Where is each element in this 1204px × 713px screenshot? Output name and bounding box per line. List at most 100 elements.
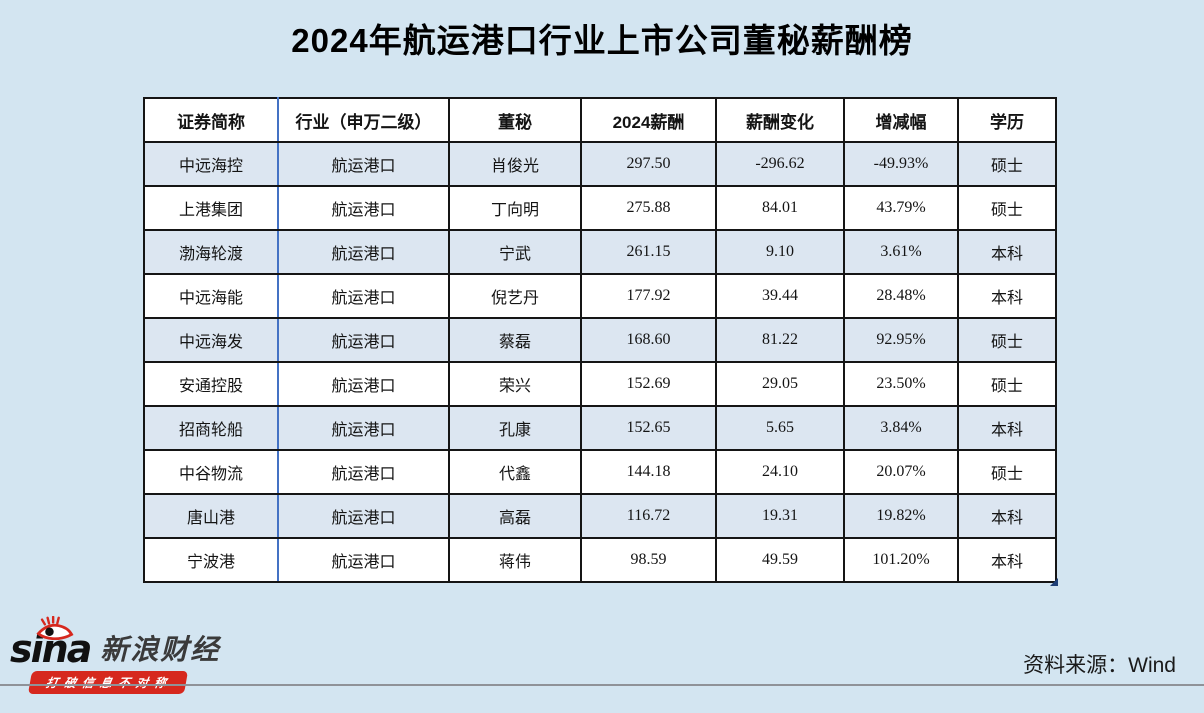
table-cell: 航运港口 xyxy=(277,493,450,539)
table-cell: 安通控股 xyxy=(143,361,279,407)
sina-eye-icon xyxy=(36,616,74,640)
table-cell: 中远海发 xyxy=(143,317,279,363)
table-cell: 航运港口 xyxy=(277,317,450,363)
table-cell: 20.07% xyxy=(843,449,959,495)
table-cell: 275.88 xyxy=(580,185,717,231)
sina-brand-text: 新浪财经 xyxy=(100,635,221,667)
table-cell: 倪艺丹 xyxy=(448,273,582,319)
table-cell: -49.93% xyxy=(843,141,959,187)
table-cell: 49.59 xyxy=(715,537,845,583)
column-header: 学历 xyxy=(957,97,1057,143)
table-cell: -296.62 xyxy=(715,141,845,187)
table-cell: 98.59 xyxy=(580,537,717,583)
table-cell: 航运港口 xyxy=(277,405,450,451)
table-cell: 航运港口 xyxy=(277,141,450,187)
column-header: 董秘 xyxy=(448,97,582,143)
table-cell: 代鑫 xyxy=(448,449,582,495)
sina-wordmark: sina xyxy=(10,616,92,668)
table-row: 招商轮船 航运港口 孔康 152.65 5.65 3.84% 本科 xyxy=(143,405,1057,451)
table-cell: 24.10 xyxy=(715,449,845,495)
table-cell: 116.72 xyxy=(580,493,717,539)
table-row: 渤海轮渡 航运港口 宁武 261.15 9.10 3.61% 本科 xyxy=(143,229,1057,275)
table-cell: 上港集团 xyxy=(143,185,279,231)
table-cell: 宁武 xyxy=(448,229,582,275)
table-cell: 28.48% xyxy=(843,273,959,319)
table-cell: 177.92 xyxy=(580,273,717,319)
table-cell: 孔康 xyxy=(448,405,582,451)
table-cell: 唐山港 xyxy=(143,493,279,539)
resize-handle-icon xyxy=(1050,578,1058,586)
table-row: 安通控股 航运港口 荣兴 152.69 29.05 23.50% 硕士 xyxy=(143,361,1057,407)
table-cell: 硕士 xyxy=(957,141,1057,187)
salary-table: 证券简称 行业（申万二级） 董秘 2024薪酬 薪酬变化 增减幅 学历 中远海控 航运港口 肖俊… xyxy=(143,97,1057,583)
table-cell: 蒋伟 xyxy=(448,537,582,583)
column-header: 行业（申万二级） xyxy=(277,97,450,143)
page-title: 2024年航运港口行业上市公司董秘薪酬榜 xyxy=(291,22,913,59)
table-cell: 3.84% xyxy=(843,405,959,451)
table-cell: 航运港口 xyxy=(277,361,450,407)
table-cell: 高磊 xyxy=(448,493,582,539)
column-header: 证券简称 xyxy=(143,97,279,143)
table-cell: 19.82% xyxy=(843,493,959,539)
table-cell: 招商轮船 xyxy=(143,405,279,451)
table-cell: 168.60 xyxy=(580,317,717,363)
table-cell: 9.10 xyxy=(715,229,845,275)
table-cell: 92.95% xyxy=(843,317,959,363)
table-cell: 本科 xyxy=(957,493,1057,539)
table-cell: 5.65 xyxy=(715,405,845,451)
table-cell: 硕士 xyxy=(957,449,1057,495)
table-cell: 本科 xyxy=(957,273,1057,319)
table-row: 中远海能 航运港口 倪艺丹 177.92 39.44 28.48% 本科 xyxy=(143,273,1057,319)
table-cell: 152.65 xyxy=(580,405,717,451)
table-cell: 43.79% xyxy=(843,185,959,231)
sina-finance-logo: sina 新浪财经 打破信息不对称 xyxy=(10,616,221,694)
table-cell: 航运港口 xyxy=(277,229,450,275)
column-header: 2024薪酬 xyxy=(580,97,717,143)
table-cell: 蔡磊 xyxy=(448,317,582,363)
data-source-note: 资料来源：Wind xyxy=(1023,654,1176,677)
table-cell: 101.20% xyxy=(843,537,959,583)
table-cell: 本科 xyxy=(957,537,1057,583)
table-row: 唐山港 航运港口 高磊 116.72 19.31 19.82% 本科 xyxy=(143,493,1057,539)
table-cell: 29.05 xyxy=(715,361,845,407)
table-cell: 144.18 xyxy=(580,449,717,495)
table-cell: 39.44 xyxy=(715,273,845,319)
table-cell: 硕士 xyxy=(957,317,1057,363)
table-cell: 渤海轮渡 xyxy=(143,229,279,275)
table-cell: 荣兴 xyxy=(448,361,582,407)
table-cell: 84.01 xyxy=(715,185,845,231)
table-row: 宁波港 航运港口 蒋伟 98.59 49.59 101.20% 本科 xyxy=(143,537,1057,583)
table-cell: 23.50% xyxy=(843,361,959,407)
table-row: 中谷物流 航运港口 代鑫 144.18 24.10 20.07% 硕士 xyxy=(143,449,1057,495)
column-header: 增减幅 xyxy=(843,97,959,143)
salary-table-container: 证券简称 行业（申万二级） 董秘 2024薪酬 薪酬变化 增减幅 学历 中远海控 航运港口 肖俊… xyxy=(143,97,1058,586)
table-cell: 航运港口 xyxy=(277,537,450,583)
table-cell: 中谷物流 xyxy=(143,449,279,495)
table-cell: 81.22 xyxy=(715,317,845,363)
table-cell: 152.69 xyxy=(580,361,717,407)
table-row: 上港集团 航运港口 丁向明 275.88 84.01 43.79% 硕士 xyxy=(143,185,1057,231)
table-cell: 中远海控 xyxy=(143,141,279,187)
table-row: 中远海发 航运港口 蔡磊 168.60 81.22 92.95% 硕士 xyxy=(143,317,1057,363)
table-cell: 本科 xyxy=(957,405,1057,451)
table-cell: 宁波港 xyxy=(143,537,279,583)
table-cell: 丁向明 xyxy=(448,185,582,231)
table-cell: 本科 xyxy=(957,229,1057,275)
table-cell: 航运港口 xyxy=(277,185,450,231)
footer-divider-line xyxy=(0,684,1204,686)
table-cell: 航运港口 xyxy=(277,273,450,319)
sina-slogan-banner: 打破信息不对称 xyxy=(27,671,189,694)
table-header: 证券简称 行业（申万二级） 董秘 2024薪酬 薪酬变化 增减幅 学历 xyxy=(143,97,1057,143)
table-cell: 3.61% xyxy=(843,229,959,275)
table-cell: 硕士 xyxy=(957,185,1057,231)
table-row: 中远海控 航运港口 肖俊光 297.50 -296.62 -49.93% 硕士 xyxy=(143,141,1057,187)
table-cell: 航运港口 xyxy=(277,449,450,495)
table-cell: 19.31 xyxy=(715,493,845,539)
table-cell: 肖俊光 xyxy=(448,141,582,187)
table-header-row: 证券简称 行业（申万二级） 董秘 2024薪酬 薪酬变化 增减幅 学历 xyxy=(143,97,1057,143)
table-cell: 硕士 xyxy=(957,361,1057,407)
table-cell: 297.50 xyxy=(580,141,717,187)
table-cell: 中远海能 xyxy=(143,273,279,319)
table-cell: 261.15 xyxy=(580,229,717,275)
